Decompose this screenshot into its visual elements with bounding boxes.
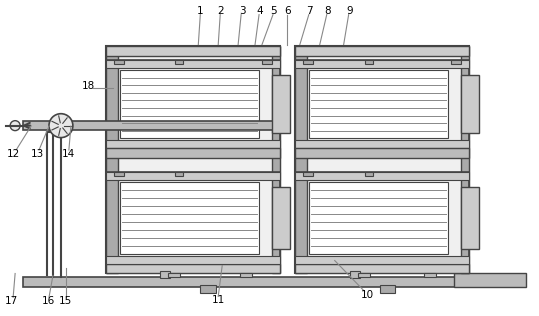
Bar [23,121,282,130]
Bar [106,256,280,264]
Bar [175,60,183,64]
Bar [295,172,469,264]
Bar [295,148,469,158]
Bar [461,75,479,133]
Bar [303,60,313,64]
Text: 10: 10 [361,290,374,301]
Bar [295,60,469,68]
Circle shape [10,121,20,131]
Text: 9: 9 [347,6,353,16]
Bar [461,46,469,273]
Bar [106,172,280,264]
Bar [379,285,396,293]
Bar [120,70,259,138]
Bar [461,187,479,249]
Bar [106,60,280,148]
Bar [106,46,118,273]
Bar [120,182,259,253]
Text: 16: 16 [42,296,54,307]
Text: 18: 18 [82,81,95,91]
Bar [106,148,280,158]
Bar [364,60,372,64]
Text: 1: 1 [197,6,204,16]
Bar [309,182,448,253]
Bar [23,277,501,288]
Text: 4: 4 [257,6,264,16]
Bar [303,172,313,176]
Bar [114,60,123,64]
Bar [295,46,469,273]
Text: 8: 8 [324,6,331,16]
Bar [295,172,469,180]
Bar [295,140,469,148]
Bar [169,273,181,277]
Text: 3: 3 [239,6,245,16]
Bar [201,285,216,293]
Bar [114,172,123,176]
Bar [424,273,436,277]
Bar [106,46,280,57]
Bar [262,60,272,64]
Text: 12: 12 [6,149,20,159]
Bar [350,270,360,278]
Bar [454,273,526,288]
Bar [272,187,290,249]
Bar [295,46,307,273]
Bar [272,75,290,133]
Text: 14: 14 [63,149,75,159]
Bar [106,46,280,273]
Bar [295,256,469,264]
Bar [295,60,469,148]
Bar [106,172,280,180]
Text: 7: 7 [307,6,313,16]
Text: 5: 5 [271,6,277,16]
Bar [106,264,280,273]
Circle shape [49,114,73,137]
Bar [295,46,469,57]
Text: 2: 2 [217,6,224,16]
Bar [240,273,252,277]
Bar [175,172,183,176]
Bar [106,60,280,68]
Bar [295,264,469,273]
Bar [309,70,448,138]
Text: 6: 6 [285,6,291,16]
Text: 15: 15 [59,296,73,307]
Bar [451,60,461,64]
Bar [364,172,372,176]
Text: 17: 17 [4,296,18,307]
Bar [161,270,170,278]
Text: 13: 13 [30,149,44,159]
Bar [272,46,280,273]
Bar [106,140,280,148]
Bar [357,273,370,277]
Text: 11: 11 [212,295,225,305]
